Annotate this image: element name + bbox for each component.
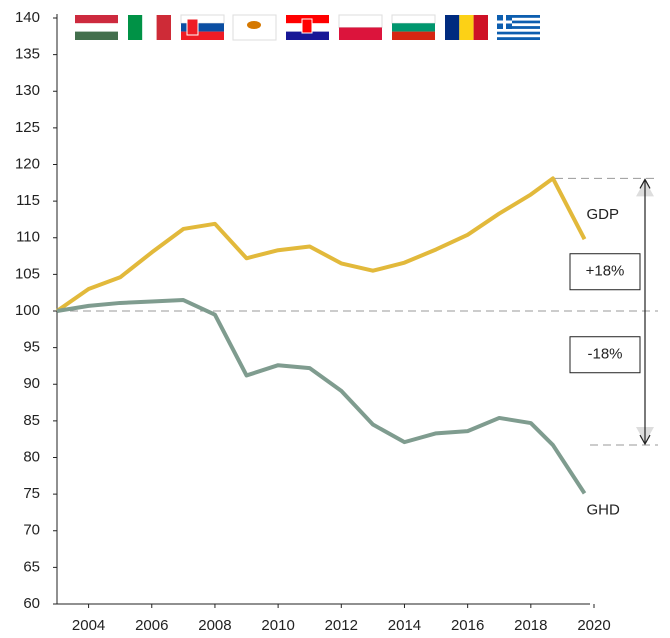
flag-poland (338, 14, 383, 40)
y-tick-label: 110 (16, 229, 40, 246)
annotation-box (569, 253, 641, 291)
annotation-box (569, 336, 641, 374)
y-tick-label: 90 (23, 375, 40, 392)
flag-romania (445, 15, 488, 40)
y-tick-label: 115 (16, 192, 40, 209)
x-tick-label: 2016 (451, 617, 484, 634)
flag-croatia (286, 15, 329, 40)
y-tick-label: 125 (15, 119, 40, 136)
y-tick-label: 75 (23, 485, 40, 502)
y-tick-label: 135 (15, 46, 40, 63)
flag-slovakia (180, 14, 225, 40)
series-label: GDP (587, 206, 620, 223)
y-tick-label: 130 (15, 82, 40, 99)
y-tick-label: 65 (23, 558, 40, 575)
annotation: +18% (586, 263, 625, 280)
series-line (56, 298, 587, 495)
flag-bulgaria (391, 14, 436, 40)
annotation: -18% (587, 346, 622, 363)
series-label: GHD (587, 501, 621, 518)
flag-hungary (75, 15, 118, 40)
arrow-head (639, 178, 651, 189)
y-tick-label: 140 (15, 9, 40, 26)
flag-cyprus (232, 14, 277, 41)
y-tick-label: 70 (23, 522, 40, 539)
flag-italy (128, 15, 171, 40)
series-line (55, 176, 587, 313)
x-tick-label: 2010 (261, 617, 294, 634)
x-tick-label: 2012 (325, 617, 358, 634)
x-tick-label: 2014 (388, 617, 421, 634)
y-tick-label: 60 (23, 595, 40, 612)
x-tick-label: 2006 (135, 617, 168, 634)
y-tick-label: 85 (23, 412, 40, 429)
flag-greece (497, 15, 540, 40)
y-tick-label: 100 (15, 302, 40, 319)
y-tick-label: 95 (23, 339, 40, 356)
y-tick-label: 120 (15, 155, 40, 172)
x-tick-label: 2004 (72, 617, 105, 634)
x-tick-label: 2018 (514, 617, 547, 634)
y-tick-label: 105 (15, 265, 40, 282)
x-tick-label: 2020 (577, 617, 610, 634)
x-tick-label: 2008 (198, 617, 231, 634)
arrow-head (639, 434, 651, 446)
y-tick-label: 80 (23, 448, 40, 465)
flags (75, 14, 540, 41)
